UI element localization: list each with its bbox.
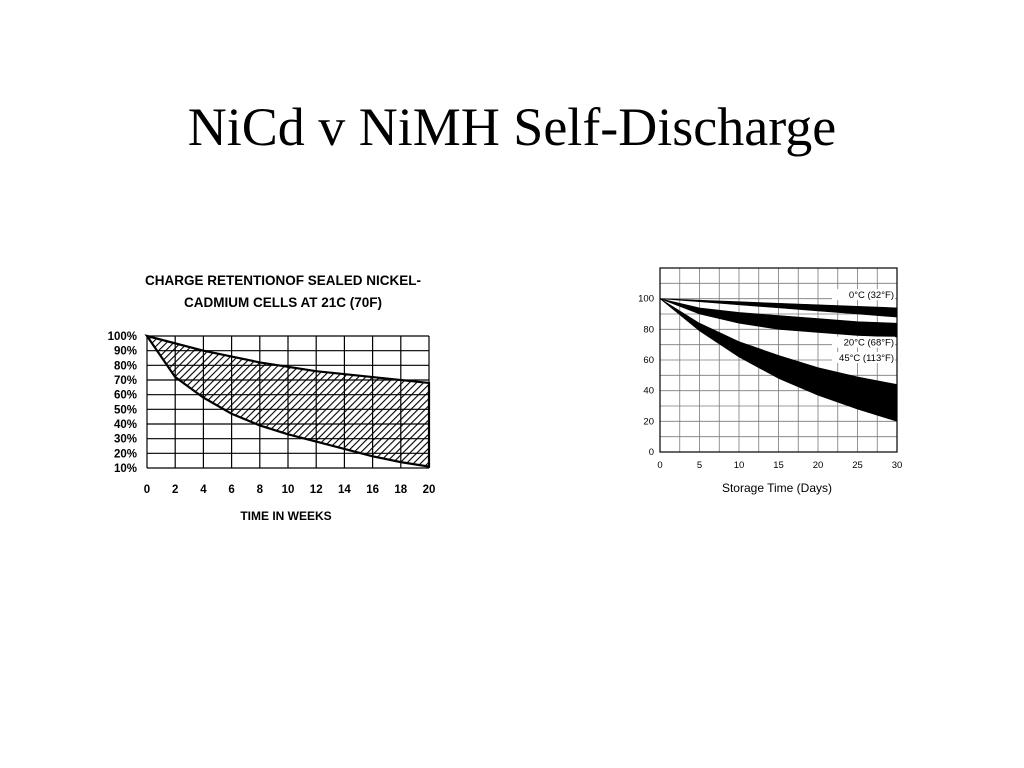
x-tick-label: 30 — [892, 460, 903, 471]
x-tick-label: 10 — [734, 460, 745, 471]
temperature-band — [659, 298, 898, 422]
band-labels: 0°C (32°F) 20°C (68°F) 45°C (113°F) — [832, 289, 895, 364]
y-tick-label: 20% — [114, 448, 137, 460]
x-tick-label: 6 — [228, 484, 234, 496]
x-axis-label: TIME IN WEEKS — [240, 509, 331, 523]
y-tick-label: 70% — [114, 375, 137, 387]
temperature-band — [659, 298, 898, 318]
x-axis-label: Storage Time (Days) — [722, 481, 832, 495]
x-tick-label: 12 — [310, 484, 323, 496]
x-tick-label: 15 — [773, 460, 784, 471]
x-tick-label: 5 — [697, 460, 702, 471]
y-tick-label: 40% — [114, 419, 137, 431]
x-tick-label: 14 — [338, 484, 351, 496]
chart-title-line-1: CHARGE RETENTIONOF SEALED NICKEL- — [145, 273, 421, 288]
x-tick-label: 20 — [813, 460, 824, 471]
band-label: 45°C (113°F) — [839, 353, 894, 364]
y-tick-label: 10% — [114, 463, 137, 475]
y-tick-label: 80 — [643, 324, 654, 335]
temperature-bands — [659, 298, 898, 422]
band-label-bg — [832, 289, 895, 301]
band-label-bg — [832, 352, 895, 363]
y-tick-label: 0 — [649, 447, 654, 458]
x-axis-ticks: 0 2 4 6 8 10 12 14 16 18 20 — [144, 484, 436, 496]
y-tick-label: 40 — [643, 386, 654, 397]
y-axis-ticks: 100% 90% 80% 70% 60% 50% 40% 30% 20% 10% — [108, 331, 137, 475]
y-tick-label: 100 — [638, 294, 654, 305]
y-tick-label: 80% — [114, 360, 137, 372]
x-tick-label: 0 — [657, 460, 662, 471]
x-tick-label: 20 — [423, 484, 436, 496]
x-tick-label: 10 — [282, 484, 295, 496]
y-tick-label: 60 — [643, 355, 654, 366]
y-tick-label: 100% — [108, 331, 137, 343]
y-tick-label: 30% — [114, 434, 137, 446]
y-tick-label: 60% — [114, 390, 137, 402]
y-tick-label: 50% — [114, 404, 137, 416]
x-axis-ticks: 0 5 10 15 20 25 30 — [657, 460, 902, 471]
x-tick-label: 2 — [172, 484, 178, 496]
y-tick-label: 90% — [114, 346, 137, 358]
band-label: 20°C (68°F) — [844, 338, 894, 349]
plot-frame — [659, 267, 898, 453]
nicd-charge-retention-chart: CHARGE RETENTIONOF SEALED NICKEL- CADMIU… — [108, 273, 436, 523]
y-tick-label: 20 — [643, 416, 654, 427]
x-tick-label: 16 — [366, 484, 379, 496]
retention-band — [144, 334, 431, 468]
x-tick-label: 4 — [200, 484, 207, 496]
x-tick-label: 25 — [852, 460, 863, 471]
band-label-bg — [832, 336, 895, 348]
x-tick-label: 18 — [394, 484, 407, 496]
y-axis-ticks: 0 20 40 60 80 100 — [638, 294, 654, 458]
nimh-storage-chart: 0°C (32°F) 20°C (68°F) 45°C (113°F) 0 20 40 6… — [638, 267, 902, 495]
x-tick-label: 8 — [257, 484, 264, 496]
band-label: 0°C (32°F) — [849, 290, 894, 301]
chart-title-line-2: CADMIUM CELLS AT 21C (70F) — [184, 295, 382, 310]
x-tick-label: 0 — [144, 484, 150, 496]
temperature-band — [659, 298, 898, 338]
slide-title: NiCd v NiMH Self-Discharge — [187, 97, 837, 157]
